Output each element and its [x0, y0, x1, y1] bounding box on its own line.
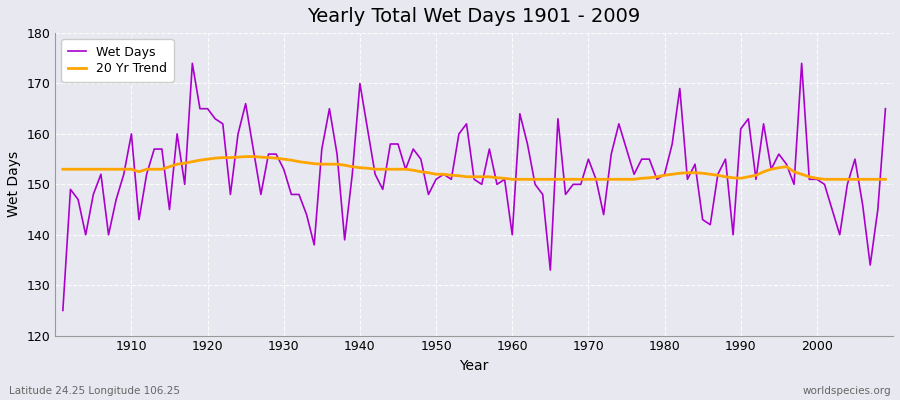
20 Yr Trend	[240, 154, 251, 159]
20 Yr Trend	[293, 159, 304, 164]
Wet Days	[293, 192, 304, 197]
20 Yr Trend	[515, 177, 526, 182]
20 Yr Trend	[522, 177, 533, 182]
Wet Days	[507, 232, 517, 237]
Wet Days	[58, 308, 68, 313]
Text: Latitude 24.25 Longitude 106.25: Latitude 24.25 Longitude 106.25	[9, 386, 180, 396]
Wet Days	[119, 172, 130, 177]
20 Yr Trend	[58, 167, 68, 172]
Wet Days	[606, 152, 616, 156]
Wet Days	[880, 106, 891, 111]
Title: Yearly Total Wet Days 1901 - 2009: Yearly Total Wet Days 1901 - 2009	[308, 7, 641, 26]
X-axis label: Year: Year	[460, 359, 489, 373]
Wet Days	[187, 61, 198, 66]
Wet Days	[339, 238, 350, 242]
20 Yr Trend	[880, 177, 891, 182]
20 Yr Trend	[339, 163, 350, 168]
Line: 20 Yr Trend: 20 Yr Trend	[63, 157, 886, 179]
20 Yr Trend	[507, 177, 517, 182]
Wet Days	[515, 111, 526, 116]
Line: Wet Days: Wet Days	[63, 63, 886, 310]
20 Yr Trend	[614, 177, 625, 182]
Y-axis label: Wet Days: Wet Days	[7, 151, 21, 218]
Text: worldspecies.org: worldspecies.org	[803, 386, 891, 396]
20 Yr Trend	[119, 167, 130, 172]
Legend: Wet Days, 20 Yr Trend: Wet Days, 20 Yr Trend	[61, 39, 174, 82]
